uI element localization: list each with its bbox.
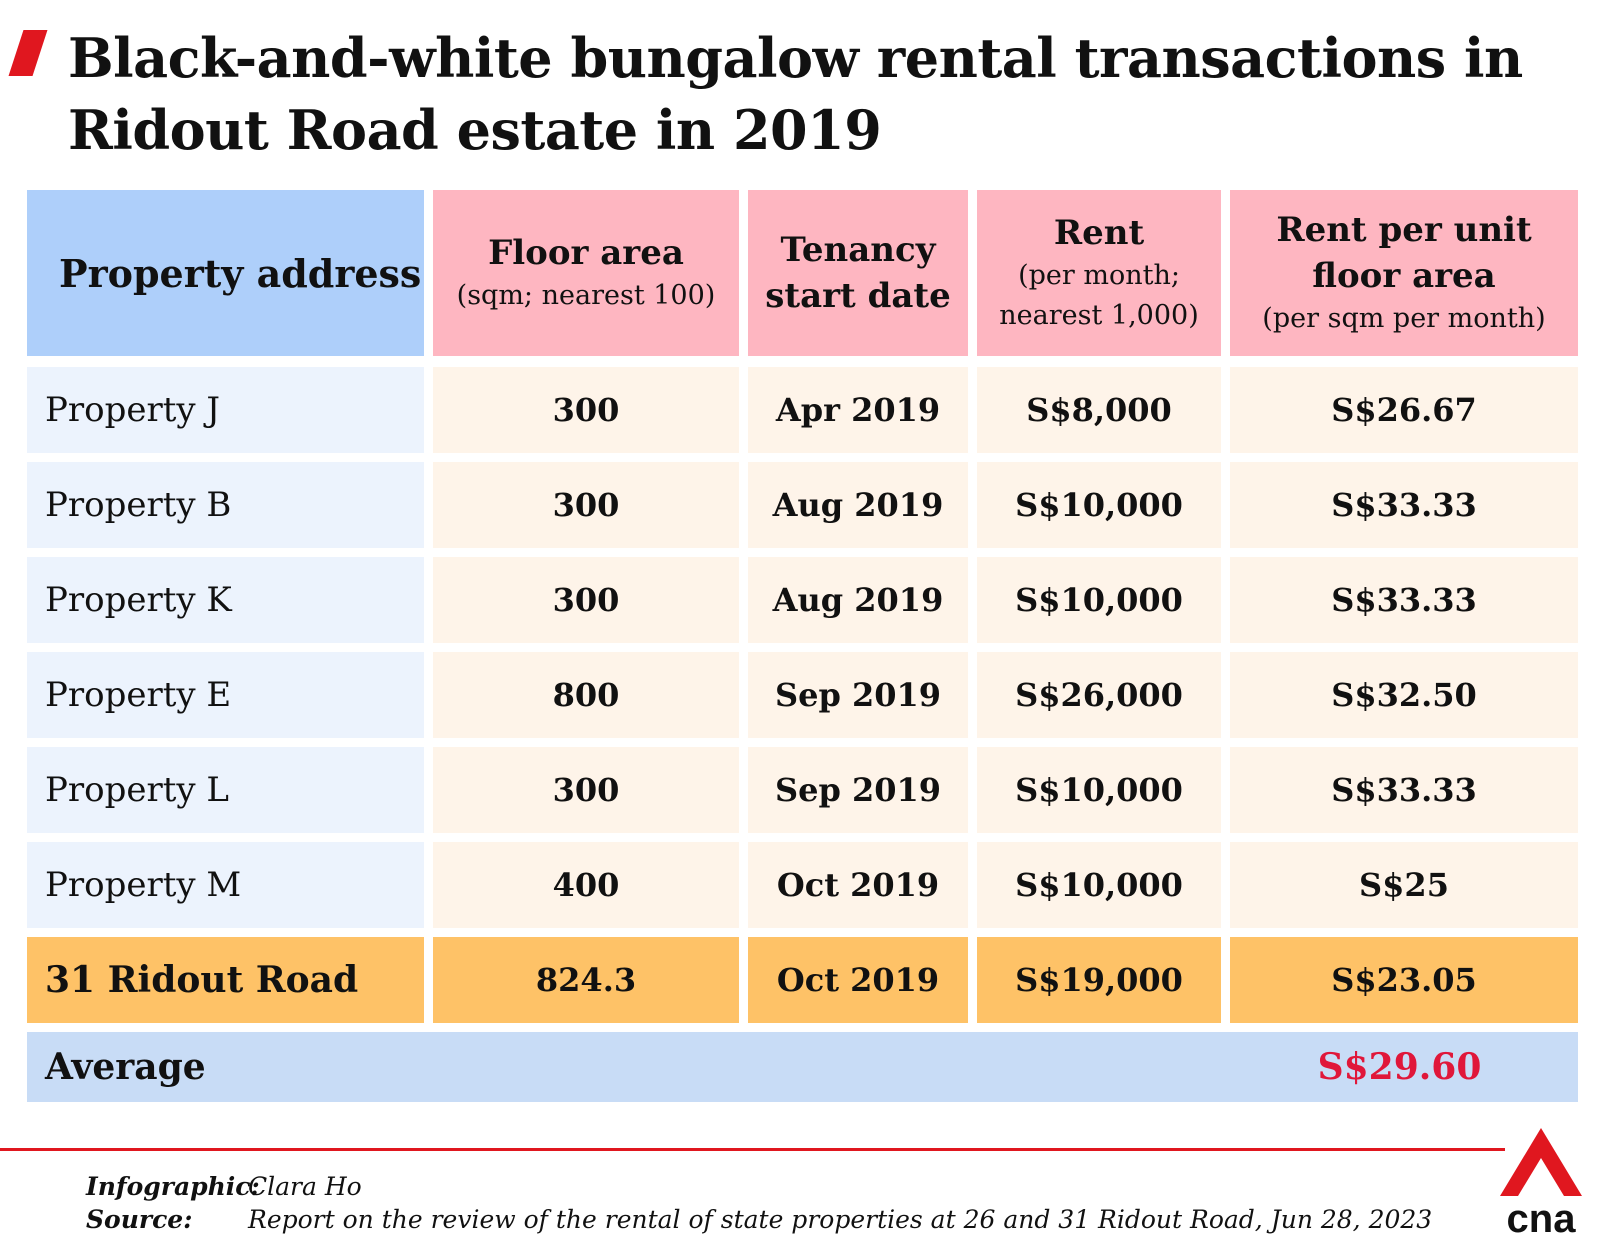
header-property-address-label: Property address — [59, 250, 422, 296]
header-floor-area: Floor area (sqm; nearest 100) — [433, 190, 739, 356]
cna-logo-icon: cna — [1500, 1128, 1582, 1238]
cell-rent: S$8,000 — [977, 367, 1221, 453]
page-title: Black-and-white bungalow rental transact… — [68, 26, 1523, 162]
average-row: Average S$29.60 — [27, 1032, 1578, 1102]
source-value: Report on the review of the rental of st… — [248, 1205, 1433, 1234]
cell-start-date: Oct 2019 — [748, 937, 968, 1023]
table-header-row: Property address Floor area (sqm; neares… — [27, 190, 1578, 356]
highlight-row-31-ridout-road: 31 Ridout Road 824.3 Oct 2019 S$19,000 S… — [27, 937, 1578, 1023]
cell-rent-per-sqm: S$33.33 — [1230, 557, 1578, 643]
cell-rent: S$10,000 — [977, 747, 1221, 833]
cell-start-date: Sep 2019 — [748, 652, 968, 738]
header-rent-per-unit: Rent per unit floor area (per sqm per mo… — [1230, 190, 1578, 356]
cell-address: Property E — [27, 652, 424, 738]
cell-rent-per-sqm: S$25 — [1230, 842, 1578, 928]
average-value: S$29.60 — [1317, 1046, 1482, 1088]
header-tenancy-start: Tenancy start date — [748, 190, 968, 356]
cell-floor-area: 300 — [433, 367, 739, 453]
header-rpu-line1: Rent per unit — [1276, 210, 1532, 250]
cell-address: 31 Ridout Road — [27, 937, 424, 1023]
cell-rent-per-sqm: S$33.33 — [1230, 462, 1578, 548]
cell-rent-per-sqm: S$33.33 — [1230, 747, 1578, 833]
cell-start-date: Sep 2019 — [748, 747, 968, 833]
table-row: Property K 300 Aug 2019 S$10,000 S$33.33 — [27, 557, 1578, 643]
header-rpu-line2: floor area — [1312, 256, 1496, 296]
header-property-address: Property address — [27, 190, 424, 356]
cell-address: Property B — [27, 462, 424, 548]
rental-table: Property address Floor area (sqm; neares… — [27, 190, 1578, 1102]
cell-rent: S$10,000 — [977, 557, 1221, 643]
cell-floor-area: 400 — [433, 842, 739, 928]
cell-rent-per-sqm: S$23.05 — [1230, 937, 1578, 1023]
table-row: Property M 400 Oct 2019 S$10,000 S$25 — [27, 842, 1578, 928]
table-row: Property J 300 Apr 2019 S$8,000 S$26.67 — [27, 367, 1578, 453]
title-accent-mark — [8, 30, 48, 76]
average-label: Average — [45, 1046, 206, 1088]
cell-rent-per-sqm: S$26.67 — [1230, 367, 1578, 453]
cell-rent-per-sqm: S$32.50 — [1230, 652, 1578, 738]
header-tenancy-line1: Tenancy — [780, 230, 936, 270]
cell-start-date: Aug 2019 — [748, 462, 968, 548]
source-label: Source: — [86, 1205, 193, 1234]
table-row: Property B 300 Aug 2019 S$10,000 S$33.33 — [27, 462, 1578, 548]
cell-rent: S$26,000 — [977, 652, 1221, 738]
cell-floor-area: 300 — [433, 462, 739, 548]
header-floor-area-sub: (sqm; nearest 100) — [456, 280, 716, 311]
cell-floor-area: 800 — [433, 652, 739, 738]
header-floor-area-label: Floor area — [488, 233, 684, 273]
credit-infographic: Infographic: Clara Ho — [86, 1170, 1432, 1203]
header-rent-label: Rent — [1053, 213, 1145, 253]
cna-logo-text: cna — [1507, 1197, 1577, 1238]
cell-address: Property L — [27, 747, 424, 833]
cell-floor-area: 824.3 — [433, 937, 739, 1023]
cell-floor-area: 300 — [433, 557, 739, 643]
header-tenancy-line2: start date — [765, 276, 951, 316]
header-rent-sub1: (per month; — [1018, 260, 1180, 291]
cell-rent: S$19,000 — [977, 937, 1221, 1023]
cell-rent: S$10,000 — [977, 462, 1221, 548]
table-row: Property L 300 Sep 2019 S$10,000 S$33.33 — [27, 747, 1578, 833]
infographic-value: Clara Ho — [248, 1172, 362, 1201]
table-row: Property E 800 Sep 2019 S$26,000 S$32.50 — [27, 652, 1578, 738]
credit-source: Source: Report on the review of the rent… — [86, 1203, 1432, 1236]
footer-credits: Infographic: Clara Ho Source: Report on … — [86, 1170, 1432, 1236]
cell-address: Property M — [27, 842, 424, 928]
header-rent-sub2: nearest 1,000) — [999, 300, 1199, 331]
cell-floor-area: 300 — [433, 747, 739, 833]
cell-address: Property K — [27, 557, 424, 643]
header-rent: Rent (per month; nearest 1,000) — [977, 190, 1221, 356]
footer-divider — [0, 1148, 1505, 1151]
cell-start-date: Oct 2019 — [748, 842, 968, 928]
cell-rent: S$10,000 — [977, 842, 1221, 928]
cell-start-date: Aug 2019 — [748, 557, 968, 643]
infographic-label: Infographic: — [86, 1172, 260, 1201]
cell-start-date: Apr 2019 — [748, 367, 968, 453]
header-rpu-sub: (per sqm per month) — [1262, 303, 1546, 334]
cell-address: Property J — [27, 367, 424, 453]
